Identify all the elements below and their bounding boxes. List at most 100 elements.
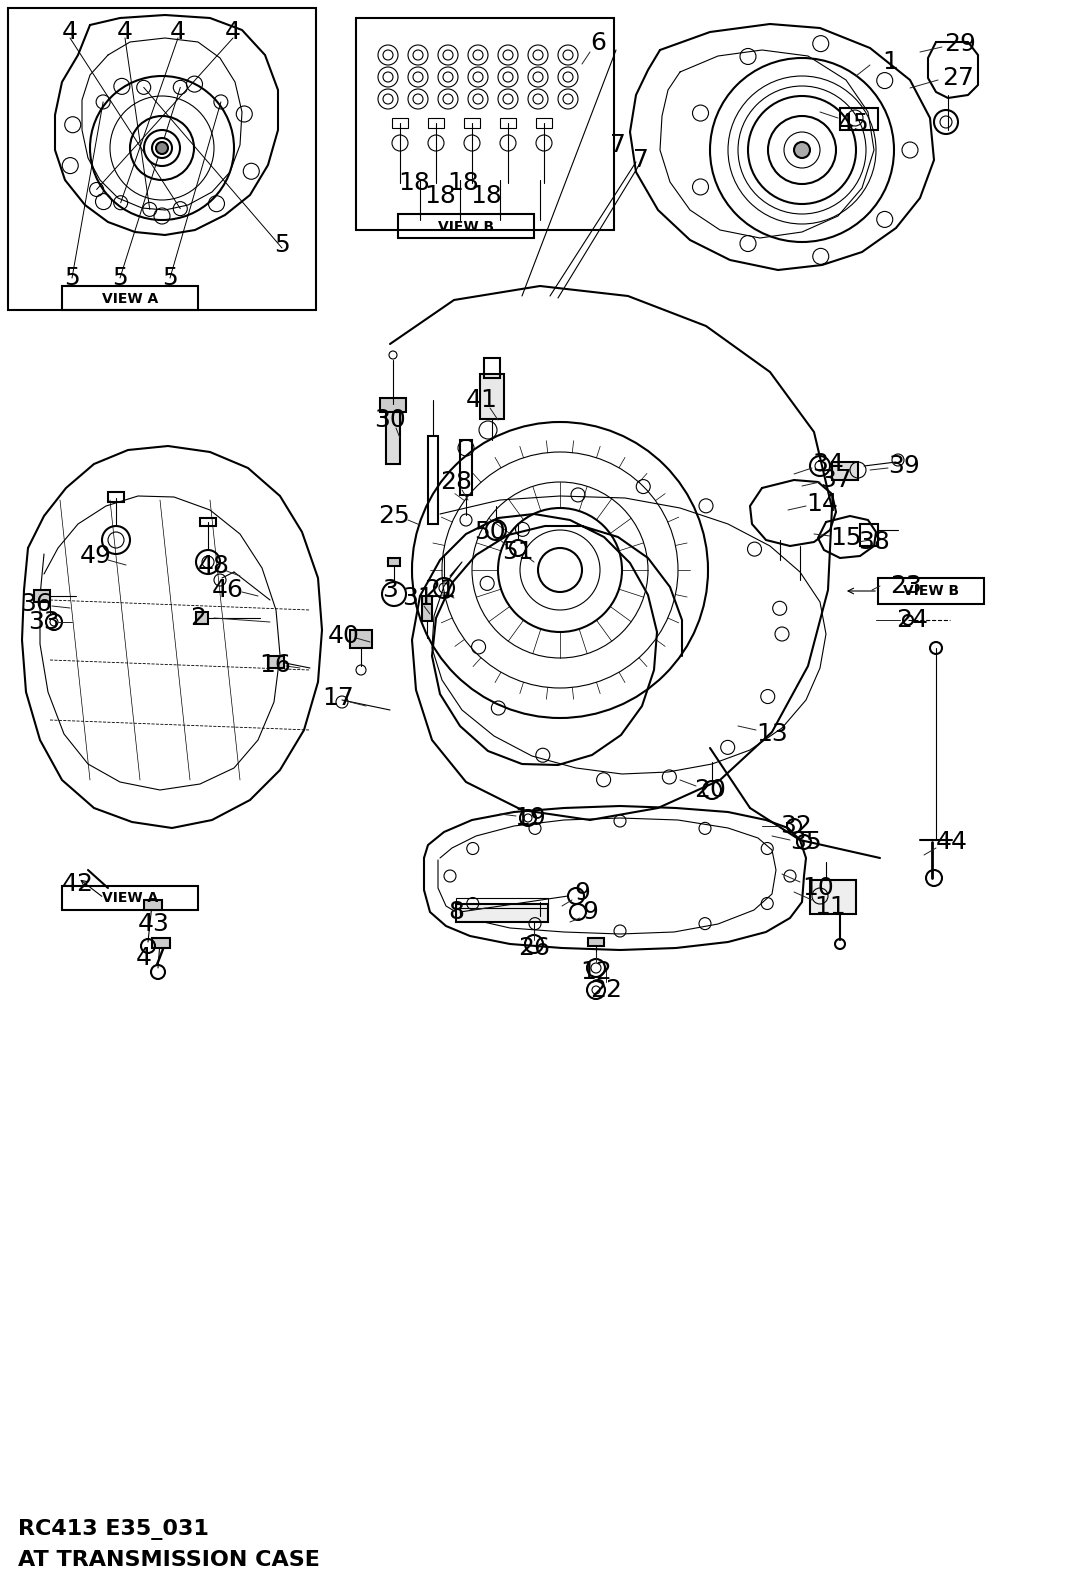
Bar bbox=[392, 118, 408, 128]
Text: 31: 31 bbox=[402, 585, 434, 609]
Text: 18: 18 bbox=[398, 171, 430, 195]
Bar bbox=[456, 904, 549, 922]
Text: 7: 7 bbox=[610, 132, 625, 156]
Text: 7: 7 bbox=[633, 148, 649, 172]
Text: 34: 34 bbox=[812, 451, 844, 475]
Text: 19: 19 bbox=[514, 805, 546, 829]
Text: 2: 2 bbox=[190, 606, 206, 630]
Text: 48: 48 bbox=[198, 553, 230, 577]
Text: 3: 3 bbox=[382, 577, 398, 601]
Text: 29: 29 bbox=[944, 32, 976, 56]
Bar bbox=[464, 118, 480, 128]
Text: AT TRANSMISSION CASE: AT TRANSMISSION CASE bbox=[18, 1550, 320, 1569]
Text: 38: 38 bbox=[859, 530, 890, 553]
Text: VIEW B: VIEW B bbox=[903, 584, 959, 598]
Text: 37: 37 bbox=[821, 467, 852, 491]
Text: 30: 30 bbox=[374, 408, 405, 432]
Bar bbox=[388, 558, 400, 566]
Text: 36: 36 bbox=[21, 592, 52, 616]
Text: 32: 32 bbox=[780, 813, 812, 837]
Text: 9: 9 bbox=[575, 880, 590, 904]
Text: 6: 6 bbox=[590, 30, 606, 54]
Bar bbox=[201, 518, 216, 526]
Text: 39: 39 bbox=[888, 455, 920, 478]
Bar bbox=[356, 18, 614, 230]
Text: 50: 50 bbox=[474, 520, 506, 544]
Text: VIEW B: VIEW B bbox=[438, 220, 494, 234]
Bar bbox=[840, 108, 878, 131]
Text: 49: 49 bbox=[80, 544, 112, 568]
Text: 5: 5 bbox=[112, 266, 128, 290]
Bar bbox=[535, 118, 552, 128]
Text: 1: 1 bbox=[882, 49, 898, 73]
Bar bbox=[588, 938, 604, 946]
Bar bbox=[833, 463, 859, 480]
Text: 40: 40 bbox=[328, 624, 360, 648]
Text: 5: 5 bbox=[274, 233, 289, 257]
Text: 4: 4 bbox=[62, 21, 78, 45]
Text: 14: 14 bbox=[806, 491, 838, 517]
Bar bbox=[428, 118, 444, 128]
Text: 16: 16 bbox=[259, 652, 291, 676]
Bar bbox=[62, 286, 198, 309]
Bar bbox=[144, 900, 162, 911]
Bar bbox=[196, 612, 208, 624]
Text: 13: 13 bbox=[757, 723, 788, 746]
Bar bbox=[860, 525, 878, 545]
Bar bbox=[386, 404, 400, 464]
Bar bbox=[108, 491, 124, 502]
Text: 9: 9 bbox=[582, 900, 598, 924]
Text: 4: 4 bbox=[117, 21, 133, 45]
Text: 18: 18 bbox=[470, 183, 502, 207]
Bar bbox=[460, 440, 472, 494]
Text: 12: 12 bbox=[580, 960, 612, 984]
Text: 26: 26 bbox=[518, 936, 550, 960]
Text: 41: 41 bbox=[466, 388, 498, 412]
Bar bbox=[526, 906, 542, 914]
Bar bbox=[350, 630, 372, 648]
Text: 21: 21 bbox=[424, 577, 456, 601]
Bar bbox=[268, 656, 284, 668]
Bar bbox=[428, 435, 438, 525]
Bar bbox=[380, 399, 406, 412]
Text: 47: 47 bbox=[137, 946, 168, 970]
Text: 18: 18 bbox=[447, 171, 479, 195]
Bar bbox=[483, 357, 500, 378]
Bar bbox=[456, 898, 549, 908]
Text: 5: 5 bbox=[163, 266, 178, 290]
Text: 10: 10 bbox=[802, 876, 834, 900]
Text: 8: 8 bbox=[448, 900, 464, 924]
Circle shape bbox=[156, 142, 168, 155]
Text: 35: 35 bbox=[790, 829, 822, 853]
Text: 17: 17 bbox=[322, 686, 353, 710]
Bar bbox=[8, 8, 317, 309]
Text: VIEW A: VIEW A bbox=[102, 292, 158, 306]
Bar bbox=[34, 590, 50, 601]
Text: 18: 18 bbox=[424, 183, 456, 207]
Text: 43: 43 bbox=[138, 912, 170, 936]
Bar bbox=[398, 214, 534, 238]
Text: 25: 25 bbox=[378, 504, 410, 528]
Text: 22: 22 bbox=[590, 978, 622, 1002]
Text: 23: 23 bbox=[890, 574, 921, 598]
Circle shape bbox=[152, 139, 172, 158]
Text: 33: 33 bbox=[28, 609, 60, 633]
Text: VIEW A: VIEW A bbox=[102, 892, 158, 904]
Text: RC413 E35_031: RC413 E35_031 bbox=[18, 1520, 209, 1541]
Text: 44: 44 bbox=[935, 829, 968, 853]
Text: 4: 4 bbox=[225, 21, 241, 45]
Text: 46: 46 bbox=[212, 577, 244, 601]
Bar bbox=[152, 938, 170, 947]
Bar bbox=[422, 597, 433, 620]
Text: 5: 5 bbox=[64, 266, 80, 290]
Text: 27: 27 bbox=[942, 65, 973, 89]
Text: 51: 51 bbox=[502, 541, 533, 565]
Text: 20: 20 bbox=[694, 778, 726, 802]
Circle shape bbox=[793, 142, 810, 158]
Text: 15: 15 bbox=[830, 526, 862, 550]
Text: 4: 4 bbox=[170, 21, 186, 45]
Text: 42: 42 bbox=[62, 872, 94, 896]
Text: 11: 11 bbox=[814, 895, 846, 919]
Bar bbox=[878, 577, 984, 605]
Bar bbox=[480, 373, 504, 419]
